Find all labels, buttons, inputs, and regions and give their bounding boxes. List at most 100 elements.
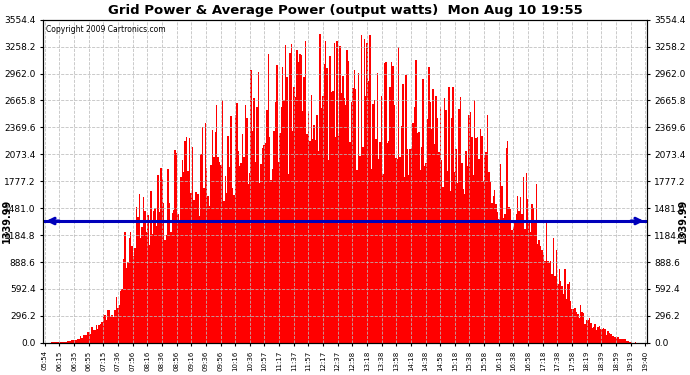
Bar	[615, 338, 616, 343]
Bar	[99, 326, 100, 343]
Bar	[595, 330, 598, 343]
Bar	[352, 88, 353, 343]
Bar	[408, 175, 409, 343]
Bar	[117, 308, 119, 343]
Bar	[84, 335, 86, 343]
Bar	[161, 179, 163, 343]
Bar	[374, 99, 375, 343]
Bar	[217, 157, 219, 343]
Bar	[256, 107, 257, 343]
Bar	[285, 45, 286, 343]
Bar	[230, 116, 232, 343]
Bar	[460, 97, 461, 343]
Bar	[60, 342, 61, 343]
Bar	[610, 334, 611, 343]
Bar	[575, 312, 577, 343]
Bar	[189, 138, 190, 343]
Bar	[269, 137, 270, 343]
Title: Grid Power & Average Power (output watts)  Mon Aug 10 19:55: Grid Power & Average Power (output watts…	[108, 4, 582, 17]
Bar	[353, 70, 355, 343]
Bar	[316, 116, 318, 343]
Bar	[470, 112, 471, 343]
Bar	[313, 125, 315, 343]
Bar	[175, 150, 176, 343]
Text: Copyright 2009 Cartronics.com: Copyright 2009 Cartronics.com	[46, 25, 166, 34]
Bar	[405, 75, 406, 343]
Bar	[255, 162, 256, 343]
Bar	[245, 105, 246, 343]
Bar	[282, 68, 284, 343]
Bar	[259, 183, 260, 343]
Bar	[586, 320, 587, 343]
Bar	[609, 333, 610, 343]
Bar	[607, 331, 609, 343]
Bar	[270, 180, 272, 343]
Bar	[357, 170, 358, 343]
Bar	[201, 127, 203, 343]
Bar	[375, 139, 377, 343]
Bar	[147, 215, 148, 343]
Bar	[248, 184, 249, 343]
Bar	[169, 204, 170, 343]
Bar	[67, 342, 68, 343]
Bar	[348, 61, 349, 343]
Bar	[563, 294, 564, 343]
Bar	[315, 141, 316, 343]
Bar	[489, 172, 490, 343]
Bar	[179, 222, 180, 343]
Bar	[61, 342, 63, 343]
Bar	[289, 53, 290, 343]
Bar	[624, 339, 626, 343]
Bar	[540, 246, 542, 343]
Bar	[304, 77, 305, 343]
Bar	[574, 308, 575, 343]
Bar	[599, 326, 600, 343]
Bar	[132, 246, 133, 343]
Bar	[133, 256, 135, 343]
Bar	[366, 43, 368, 343]
Bar	[111, 315, 113, 343]
Bar	[521, 214, 523, 343]
Bar	[318, 151, 319, 343]
Bar	[511, 230, 513, 343]
Bar	[529, 223, 530, 343]
Bar	[239, 166, 240, 343]
Bar	[335, 137, 337, 343]
Bar	[611, 336, 613, 343]
Bar	[79, 339, 80, 343]
Bar	[450, 191, 451, 343]
Bar	[197, 194, 199, 343]
Bar	[176, 153, 177, 343]
Bar	[208, 196, 209, 343]
Bar	[349, 141, 351, 343]
Bar	[306, 134, 308, 343]
Bar	[68, 341, 70, 343]
Bar	[339, 46, 341, 343]
Bar	[500, 164, 501, 343]
Bar	[560, 281, 562, 343]
Bar	[209, 206, 210, 343]
Bar	[126, 268, 127, 343]
Bar	[527, 199, 529, 343]
Bar	[386, 143, 388, 343]
Bar	[87, 332, 88, 343]
Bar	[397, 159, 398, 343]
Bar	[101, 322, 103, 343]
Bar	[236, 103, 237, 343]
Bar	[564, 269, 566, 343]
Bar	[549, 263, 550, 343]
Bar	[199, 216, 200, 343]
Bar	[580, 305, 582, 343]
Bar	[422, 79, 424, 343]
Bar	[136, 207, 137, 343]
Bar	[250, 70, 252, 343]
Bar	[409, 149, 411, 343]
Bar	[530, 232, 531, 343]
Bar	[543, 255, 544, 343]
Bar	[86, 335, 87, 343]
Bar	[146, 231, 147, 343]
Bar	[471, 138, 473, 343]
Bar	[120, 291, 121, 343]
Bar	[361, 36, 362, 343]
Bar	[465, 151, 467, 343]
